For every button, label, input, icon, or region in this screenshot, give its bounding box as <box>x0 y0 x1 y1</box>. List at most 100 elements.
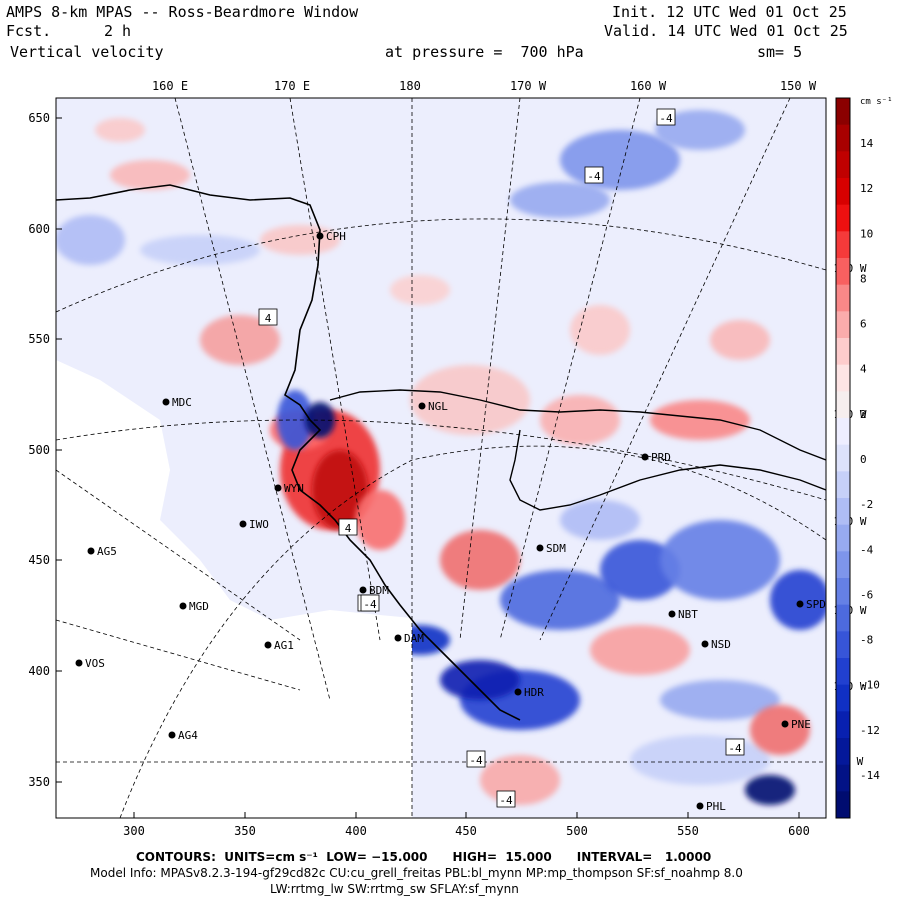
model-info: Model Info: MPASv8.2.3-194-gf29cd82c CU:… <box>90 866 743 880</box>
colorbar-swatch <box>836 418 850 446</box>
colorbar-tick-label: -14 <box>860 769 880 782</box>
contour-label: -4 <box>469 754 483 767</box>
colorbar-swatch <box>836 204 850 232</box>
field-blob <box>630 735 770 785</box>
contour-label: 4 <box>345 522 352 535</box>
graticule <box>56 98 826 818</box>
colorbar-swatch <box>836 471 850 499</box>
station-dot <box>536 544 544 552</box>
field-blob <box>355 490 405 550</box>
contour-labels: 4-4-444-4-4-4-4 <box>258 108 745 808</box>
contour-label-box <box>258 308 278 326</box>
colorbar-swatch <box>836 658 850 686</box>
station-dot <box>264 641 272 649</box>
station-label: MGD <box>189 600 209 613</box>
colorbar-swatch <box>836 551 850 579</box>
station-dot <box>274 484 282 492</box>
colorbar-swatch <box>836 578 850 606</box>
x-tick-label: 500 <box>566 824 588 838</box>
colorbar-swatch <box>836 498 850 526</box>
station-label: NBT <box>678 608 698 621</box>
coastline-east <box>509 429 826 511</box>
contour-label-box <box>725 738 745 756</box>
y-tick-label: 650 <box>28 111 50 125</box>
field-blob <box>660 680 780 720</box>
station-dot <box>162 398 170 406</box>
y-tick-label: 500 <box>28 443 50 457</box>
colorbar-tick-label: -4 <box>860 543 874 556</box>
contour-label: 4 <box>265 312 272 325</box>
colorbar-tick-label: 12 <box>860 182 873 195</box>
field-blob <box>110 160 190 190</box>
y-tick-label: 350 <box>28 775 50 789</box>
station-label: VOS <box>85 657 105 670</box>
contour-label-box <box>466 750 486 768</box>
y-tick-label: 450 <box>28 553 50 567</box>
x-tick-label: 600 <box>788 824 810 838</box>
colorbar-swatch <box>836 364 850 392</box>
field-blob <box>440 660 520 700</box>
station-label: HDR <box>524 686 544 699</box>
lon-label-top: 170 W <box>510 79 547 93</box>
contour-label-box <box>584 166 604 184</box>
colorbar-tick-label: -8 <box>860 634 873 647</box>
field-blob <box>660 520 780 600</box>
init-time: Init. 12 UTC Wed 01 Oct 25 <box>612 3 847 21</box>
colorbar-units: cm s⁻¹ <box>860 97 893 107</box>
field-blob <box>480 755 560 805</box>
x-tick-label: 350 <box>234 824 256 838</box>
field-blob <box>745 775 795 805</box>
colorbar-swatch <box>836 338 850 366</box>
contour-label: -4 <box>659 112 673 125</box>
contour-label-box <box>338 518 358 536</box>
colorbar-tick-label: -10 <box>860 679 880 692</box>
colorbar-tick-label: -2 <box>860 498 873 511</box>
field-blob <box>95 118 145 142</box>
station-dot <box>696 802 704 810</box>
colorbar: cm s⁻¹ 14 12 10 8 6 4 2 0 -2 -4 -6 -8 -10 -12 -14 <box>835 97 893 819</box>
colorbar-tick-label: 6 <box>860 318 867 331</box>
no-data-region <box>56 360 412 818</box>
colorbar-swatch <box>836 231 850 259</box>
smoothing: sm= 5 <box>757 43 803 61</box>
field-blob <box>650 400 750 440</box>
colorbar-swatch <box>836 791 850 819</box>
field-blob <box>410 365 530 435</box>
x-tick-label: 450 <box>455 824 477 838</box>
contour-label: -4 <box>499 794 513 807</box>
field-blob <box>600 540 680 600</box>
station-label: SDM <box>546 542 566 555</box>
colorbar-tick-label: 8 <box>860 272 867 285</box>
colorbar-tick-label: -12 <box>860 724 880 737</box>
y-tick-label: 550 <box>28 332 50 346</box>
station-dot <box>418 402 426 410</box>
forecast-hour: 2 h <box>104 22 132 40</box>
colorbar-swatch <box>836 631 850 659</box>
colorbar-swatch <box>836 444 850 472</box>
contour-label-box <box>360 594 380 612</box>
station-dot <box>179 602 187 610</box>
field-blob <box>390 275 450 305</box>
station-label: AG5 <box>97 545 117 558</box>
coastline <box>56 184 521 721</box>
colorbar-swatch <box>836 178 850 206</box>
station-markers: CPH MDC NGL PRD WYN IWO AG5 SDM BDM MGD NBT AG1 DAM N… <box>75 230 826 813</box>
field-blob <box>305 402 335 438</box>
model-title: AMPS 8-km MPAS -- Ross-Beardmore Window <box>6 3 359 21</box>
colorbar-swatch <box>836 258 850 286</box>
station-label: PHL <box>706 800 726 813</box>
ice-shelf-edge <box>329 389 826 461</box>
x-tick-label: 550 <box>677 824 699 838</box>
vertical-velocity-field <box>56 110 826 805</box>
station-dot <box>781 720 789 728</box>
colorbar-swatch <box>836 284 850 312</box>
colorbar-swatch <box>836 764 850 792</box>
lon-label-top: 160 E <box>152 79 188 93</box>
lon-label-top: 180 <box>399 79 421 93</box>
colorbar-tick-label: 4 <box>860 363 867 376</box>
colorbar-swatch <box>836 151 850 179</box>
station-label: NSD <box>711 638 731 651</box>
colorbar-tick-label: 0 <box>860 453 867 466</box>
field-blob <box>510 182 610 218</box>
